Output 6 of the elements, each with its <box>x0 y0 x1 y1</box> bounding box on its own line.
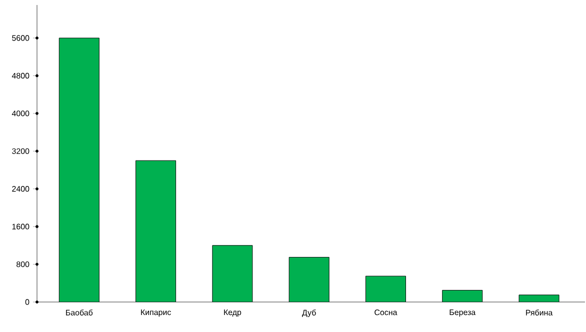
bar <box>366 276 406 302</box>
bar <box>136 160 176 302</box>
bar <box>289 257 330 302</box>
bar <box>442 290 482 302</box>
bar <box>59 38 100 302</box>
bar <box>212 245 252 302</box>
